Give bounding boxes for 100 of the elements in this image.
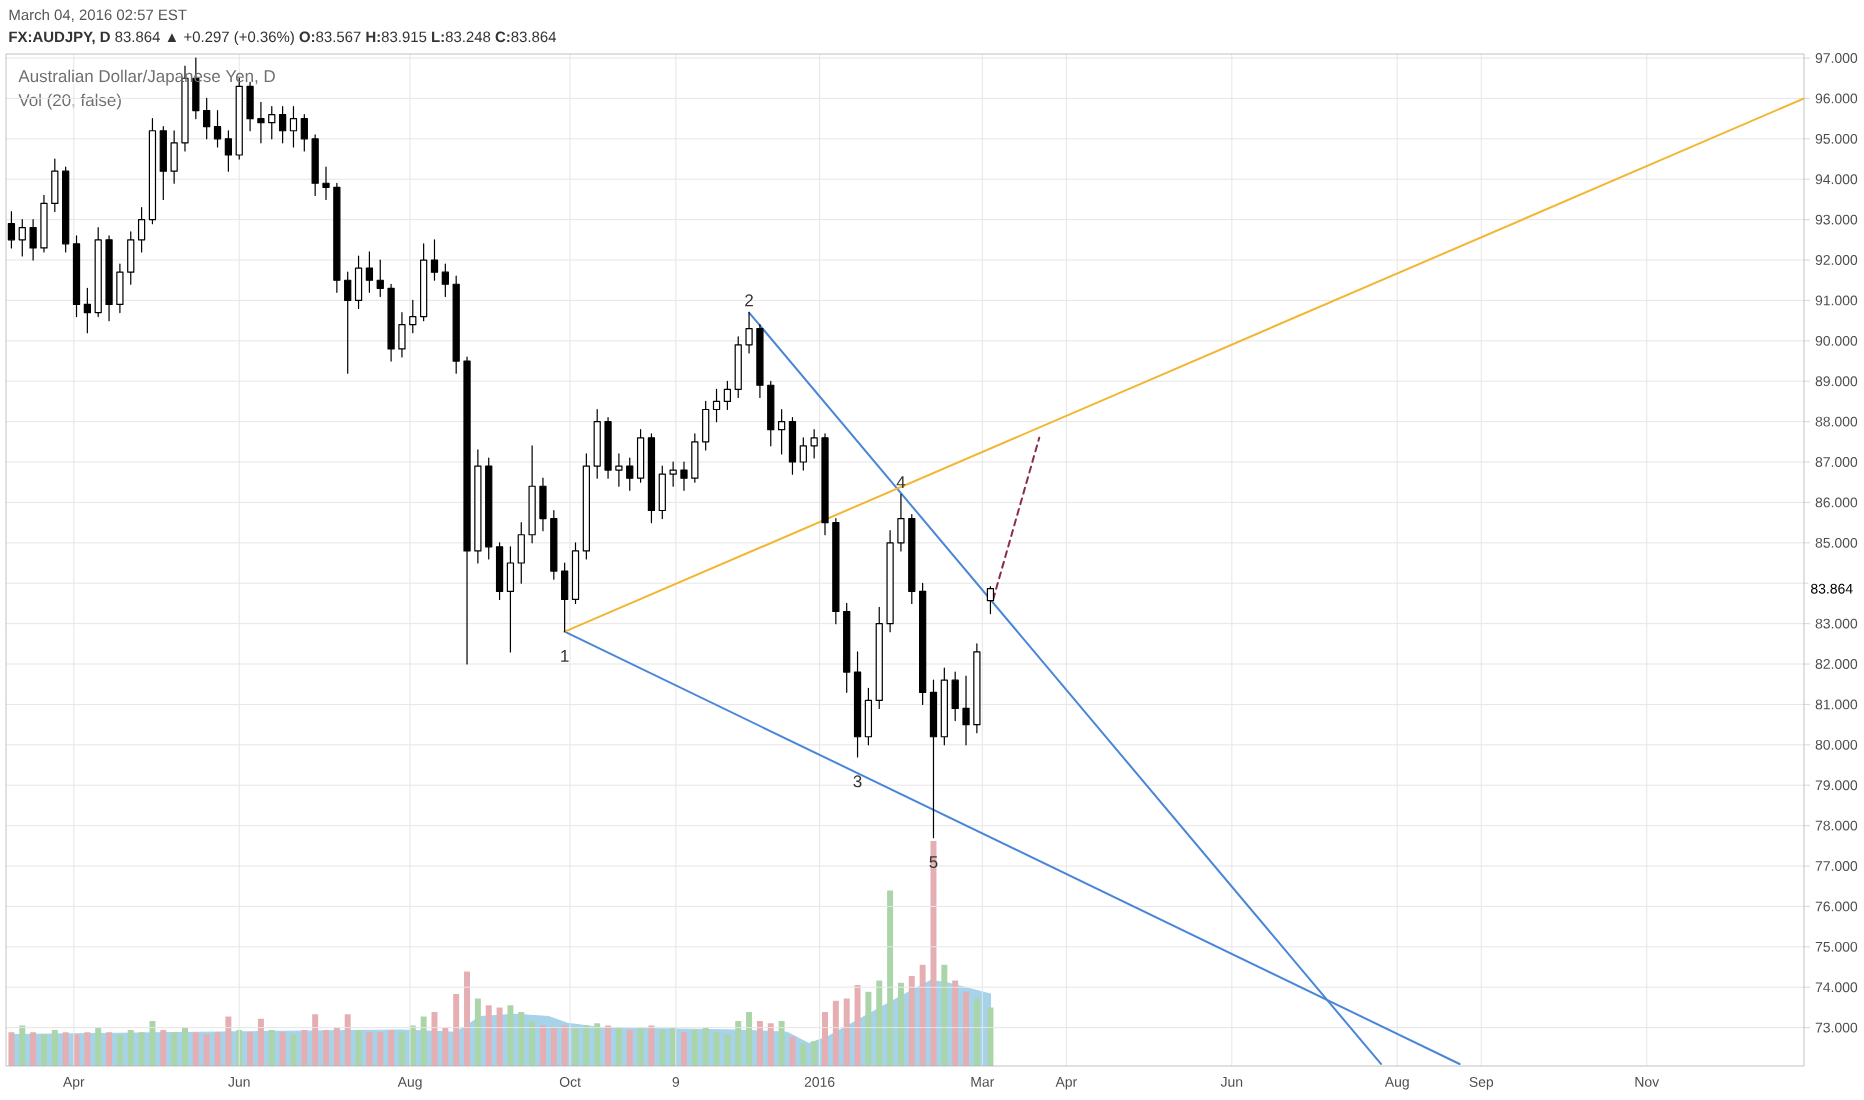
bar — [160, 1030, 167, 1066]
candlestick — [420, 243, 428, 322]
bar — [323, 1030, 329, 1066]
bar — [203, 1034, 210, 1066]
bar — [496, 1007, 503, 1066]
bar — [539, 1025, 546, 1066]
candlestick — [712, 388, 721, 423]
bar — [550, 1027, 557, 1066]
bar — [735, 1021, 742, 1066]
bar — [8, 1032, 15, 1066]
candlestick — [636, 429, 645, 483]
annotation: 1 — [561, 650, 569, 662]
bar — [681, 1032, 687, 1066]
bar — [605, 1025, 612, 1066]
bar — [865, 991, 872, 1066]
bar — [648, 1025, 655, 1066]
bar — [290, 1034, 297, 1066]
annotation: 4 — [896, 476, 906, 488]
bar — [257, 1018, 264, 1066]
candlestick — [864, 687, 873, 746]
candlestick — [658, 465, 666, 520]
bar — [171, 1032, 178, 1066]
bar — [138, 1032, 145, 1066]
bar — [659, 1030, 666, 1066]
annotation: 5 — [929, 856, 938, 868]
bar — [95, 1027, 102, 1066]
bar — [637, 1027, 644, 1066]
bar — [626, 1030, 633, 1066]
bar — [62, 1032, 69, 1066]
bar — [225, 1016, 232, 1066]
candlestick — [365, 251, 374, 293]
bar — [941, 964, 948, 1066]
bar — [40, 1034, 47, 1066]
bar — [529, 1021, 536, 1066]
candlestick — [344, 271, 352, 374]
candlestick — [582, 453, 590, 560]
bar — [388, 1030, 395, 1066]
bar — [887, 890, 894, 1066]
bar — [453, 994, 460, 1066]
bar — [355, 1030, 362, 1066]
candlestick — [148, 118, 157, 225]
chart-title: Vol (20, false) — [18, 93, 121, 110]
bar — [919, 964, 926, 1066]
bar — [398, 1032, 405, 1066]
candlestick — [506, 546, 515, 653]
candlestick — [647, 433, 656, 524]
candlestick — [213, 109, 222, 148]
bar — [561, 1025, 568, 1066]
bar — [811, 1041, 818, 1066]
bar — [301, 1030, 308, 1066]
bar — [344, 1014, 351, 1066]
bar — [952, 980, 959, 1066]
bar — [474, 998, 481, 1066]
bar — [377, 1032, 384, 1066]
candlestick — [224, 130, 233, 172]
annotation: 2 — [745, 294, 753, 307]
bar — [789, 1036, 796, 1066]
bar — [594, 1023, 601, 1066]
bar — [843, 998, 850, 1066]
bar — [366, 1032, 373, 1066]
bar — [854, 985, 861, 1066]
candlestick — [788, 416, 797, 475]
bar — [973, 998, 980, 1066]
candlestick — [300, 113, 308, 152]
bar — [767, 1023, 774, 1066]
candlestick — [72, 235, 81, 318]
bar — [485, 1005, 492, 1066]
bar — [583, 1025, 590, 1066]
candlestick — [929, 679, 938, 839]
bar — [691, 1030, 698, 1066]
bar — [615, 1027, 622, 1066]
bar — [507, 1005, 514, 1066]
bar — [333, 1027, 340, 1066]
candlestick — [571, 542, 580, 605]
candlestick — [853, 651, 862, 758]
candlestick — [137, 206, 146, 253]
bar — [987, 1007, 994, 1066]
candlestick — [495, 542, 504, 600]
candlestick — [986, 586, 995, 615]
bar — [182, 1027, 188, 1066]
bar — [312, 1014, 319, 1066]
candlestick — [83, 287, 91, 334]
bar — [149, 1021, 156, 1066]
bar — [746, 1012, 753, 1066]
bar — [84, 1032, 91, 1066]
bar — [30, 1032, 37, 1066]
bar — [832, 1000, 839, 1066]
candlestick — [289, 105, 298, 148]
bar — [279, 1032, 286, 1066]
bar — [51, 1030, 58, 1066]
bar — [214, 1032, 221, 1066]
bar — [464, 971, 471, 1066]
bar — [127, 1030, 134, 1066]
bar — [116, 1034, 123, 1066]
bar — [724, 1034, 731, 1066]
candlestick — [354, 255, 363, 310]
bar — [442, 1027, 449, 1066]
candlestick — [777, 408, 786, 455]
bar — [19, 1025, 26, 1066]
bar — [702, 1027, 709, 1066]
